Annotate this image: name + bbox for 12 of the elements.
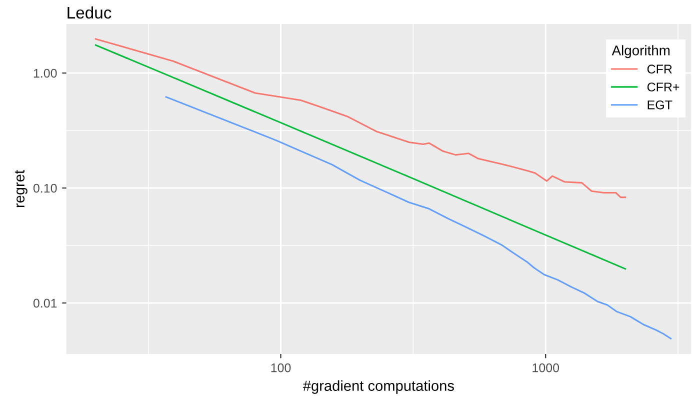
legend-label: CFR — [647, 64, 672, 74]
y-tick-label: 0.10 — [33, 184, 57, 193]
x-tick-label: 1000 — [532, 363, 560, 372]
y-tick-label: 0.01 — [33, 298, 57, 308]
legend-title: Algorithm — [612, 45, 670, 58]
legend-label: CFR+ — [647, 82, 680, 92]
chart-title: Leduc — [68, 6, 112, 19]
y-axis-title: regret — [14, 170, 28, 208]
legend-label: EGT — [648, 100, 672, 110]
x-axis-title: #gradient computations — [302, 380, 454, 394]
x-tick-label: 100 — [271, 363, 291, 372]
y-tick-label: 1.00 — [34, 68, 57, 78]
